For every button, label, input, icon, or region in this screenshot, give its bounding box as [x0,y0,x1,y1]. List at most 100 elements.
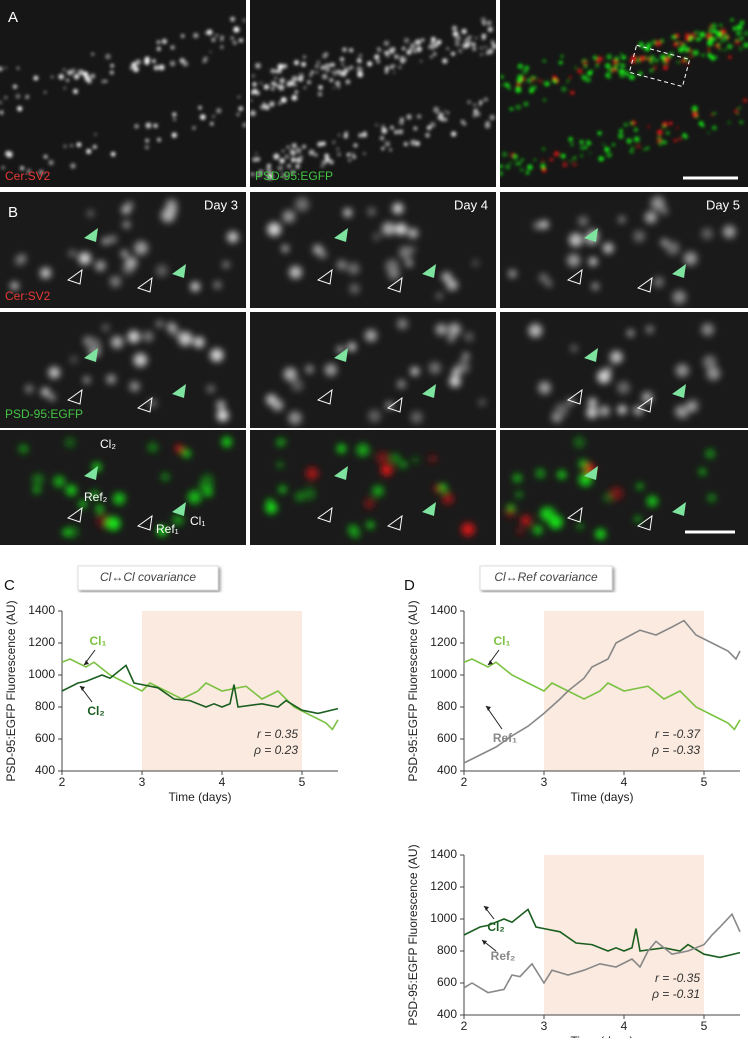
punctum [542,147,545,151]
punctum [324,153,329,159]
punctum [533,221,542,230]
arrow-head [80,686,85,691]
punctum [636,483,643,490]
punctum [560,153,566,159]
punctum [320,164,324,168]
arrowhead [66,388,83,405]
punctum [209,50,212,53]
punctum [428,362,441,374]
x-tick-label: 3 [139,775,146,789]
punctum [644,46,650,52]
punctum [220,45,224,49]
punctum [736,113,740,116]
y-tick-label: 800 [437,699,457,713]
punctum [434,108,440,114]
punctum [282,174,288,179]
punctum [492,43,496,50]
punctum [405,259,413,267]
punctum [352,155,356,159]
punctum [321,159,328,166]
punctum [526,77,532,84]
arrow-head [486,706,491,711]
punctum [279,78,285,84]
punctum [76,142,82,148]
punctum [520,515,532,526]
punctum [90,490,99,499]
punctum [92,144,97,149]
punctum [91,52,94,56]
punctum [482,21,486,25]
marker-label: Ref₂ [84,490,108,504]
punctum [15,94,21,99]
punctum [250,110,256,117]
arrowhead [672,384,686,398]
micrograph [0,0,246,187]
punctum [20,166,25,171]
punctum [460,119,465,124]
punctum [111,336,124,349]
punctum [337,133,341,137]
punctum [324,363,337,377]
punctum [662,125,666,129]
punctum [290,151,296,156]
punctum [739,20,745,26]
punctum [41,387,50,397]
punctum [386,53,390,58]
punctum [705,449,715,459]
punctum [500,164,503,169]
punctum [589,257,598,266]
punctum [173,118,176,121]
punctum [734,109,739,114]
micrograph [250,312,496,428]
punctum [433,485,441,493]
image-background [250,0,496,187]
y-tick-label: 600 [437,975,457,989]
punctum [51,75,54,79]
punctum [343,134,348,139]
punctum [192,126,196,130]
punctum [447,334,455,343]
punctum [569,159,572,162]
punctum [406,114,412,120]
punctum [569,233,583,247]
punctum [232,40,237,45]
punctum [472,259,479,267]
punctum [274,76,277,80]
arrowhead [66,506,83,523]
punctum [607,67,614,73]
punctum [451,51,455,56]
punctum [381,124,385,129]
punctum [478,103,482,107]
punctum [517,74,523,80]
punctum [720,36,726,43]
punctum [242,18,246,23]
punctum [67,70,73,76]
y-tick-label: 1400 [28,603,55,617]
punctum [573,156,577,160]
micrograph [0,430,246,545]
punctum [252,74,255,78]
punctum [740,32,743,35]
punctum [480,53,483,56]
punctum [722,225,736,239]
punctum [129,381,140,392]
y-tick-label: 1000 [28,667,55,681]
punctum [252,82,257,87]
punctum [216,108,222,114]
punctum [102,237,109,245]
punctum [681,59,686,63]
panel-label: C [4,577,15,594]
punctum [178,331,193,346]
charts: 400 600 800 1000 1200 1400 2 3 4 5 Time (days) PSD-… [4,565,741,1043]
punctum [389,148,392,152]
punctum [216,409,229,422]
arrowhead [566,268,583,285]
punctum [619,72,625,78]
punctum [505,83,510,88]
punctum [169,60,176,67]
punctum [633,230,646,243]
punctum [527,164,533,171]
punctum [269,101,275,107]
punctum [315,71,318,74]
punctum [134,124,139,129]
